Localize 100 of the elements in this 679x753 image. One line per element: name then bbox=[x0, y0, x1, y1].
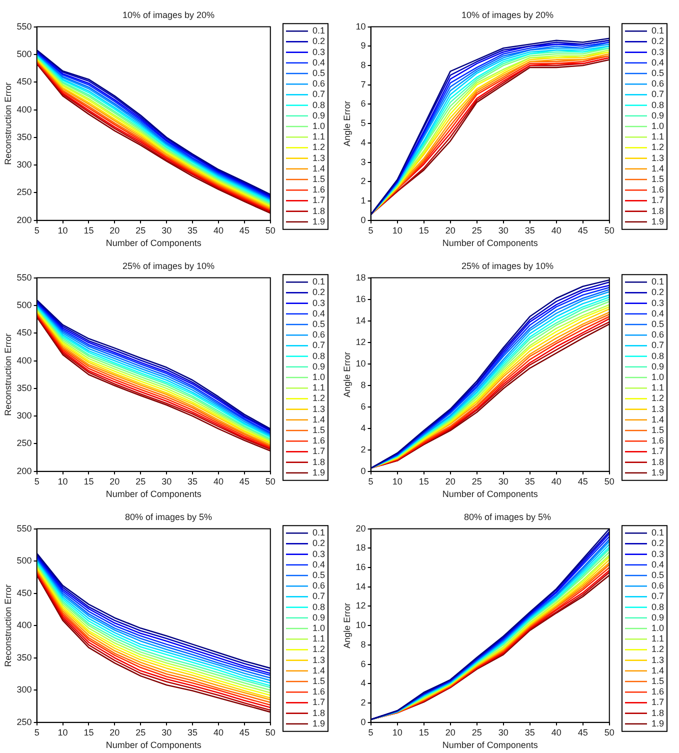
x-tick-label: 25 bbox=[472, 476, 482, 486]
x-tick-label: 50 bbox=[265, 225, 276, 236]
legend-label: 0.5 bbox=[651, 570, 664, 580]
y-tick-label: 3 bbox=[360, 156, 366, 167]
x-axis-title: Number of Components bbox=[106, 238, 202, 248]
legend-label: 1.1 bbox=[651, 634, 664, 644]
y-tick-label: 10 bbox=[356, 21, 366, 32]
y-tick-label: 8 bbox=[360, 60, 366, 70]
y-axis-title: Reconstruction Error bbox=[2, 333, 13, 416]
legend-label: 0.9 bbox=[312, 110, 326, 120]
legend-label: 0.5 bbox=[651, 318, 664, 329]
legend-label: 1.0 bbox=[312, 622, 326, 633]
x-tick-label: 40 bbox=[213, 225, 224, 236]
legend-label: 1.7 bbox=[651, 697, 664, 708]
legend-label: 1.3 bbox=[651, 404, 664, 414]
y-tick-label: 12 bbox=[356, 600, 366, 611]
y-tick-label: 2 bbox=[360, 176, 366, 186]
y-tick-label: 200 bbox=[16, 214, 32, 225]
x-tick-label: 45 bbox=[239, 225, 250, 236]
legend-label: 1.0 bbox=[651, 120, 664, 131]
x-axis-title: Number of Components bbox=[442, 238, 538, 248]
y-tick-label: 14 bbox=[356, 581, 366, 592]
y-tick-label: 16 bbox=[356, 294, 366, 304]
legend-label: 1.0 bbox=[312, 120, 326, 131]
legend-label: 1.8 bbox=[312, 708, 326, 718]
legend-label: 1.9 bbox=[312, 467, 326, 478]
legend-label: 1.4 bbox=[651, 414, 664, 424]
x-tick-label: 35 bbox=[524, 225, 535, 236]
y-tick-label: 500 bbox=[16, 48, 32, 59]
legend-label: 0.4 bbox=[651, 559, 664, 570]
legend-label: 0.9 bbox=[651, 361, 664, 372]
y-tick-label: 14 bbox=[356, 315, 366, 326]
y-tick-label: 0 bbox=[360, 466, 366, 476]
legend-label: 0.8 bbox=[312, 602, 326, 612]
legend-label: 0.7 bbox=[651, 340, 664, 350]
y-axis-title: Reconstruction Error bbox=[2, 82, 13, 165]
legend-label: 1.6 bbox=[312, 184, 326, 195]
legend-label: 0.1 bbox=[312, 528, 326, 538]
y-tick-label: 550 bbox=[16, 523, 32, 534]
y-tick-label: 2 bbox=[360, 444, 366, 454]
x-tick-label: 50 bbox=[604, 225, 614, 236]
y-tick-label: 6 bbox=[360, 98, 366, 109]
y-tick-label: 8 bbox=[360, 380, 366, 390]
legend-label: 1.1 bbox=[651, 132, 664, 142]
x-tick-label: 45 bbox=[239, 727, 250, 738]
legend-label: 1.1 bbox=[312, 382, 326, 393]
legend-label: 0.7 bbox=[312, 340, 326, 350]
legend-label: 1.6 bbox=[312, 686, 326, 697]
chart-title: 25% of images by 10% bbox=[122, 260, 215, 271]
x-tick-label: 5 bbox=[368, 476, 374, 486]
legend-label: 0.3 bbox=[312, 46, 326, 57]
x-tick-label: 10 bbox=[58, 476, 68, 486]
chart-title: 25% of images by 10% bbox=[461, 260, 554, 271]
x-tick-label: 5 bbox=[34, 476, 40, 486]
y-tick-label: 0 bbox=[360, 214, 366, 225]
legend-label: 1.5 bbox=[312, 424, 326, 435]
legend-label: 0.1 bbox=[312, 26, 326, 36]
x-tick-label: 15 bbox=[84, 225, 94, 236]
x-tick-label: 20 bbox=[110, 476, 120, 486]
legend-label: 1.9 bbox=[312, 216, 326, 226]
x-tick-label: 45 bbox=[239, 476, 250, 486]
legend-label: 1.8 bbox=[312, 206, 326, 216]
y-tick-label: 400 bbox=[16, 355, 32, 366]
legend-label: 1.3 bbox=[312, 152, 326, 163]
y-tick-label: 6 bbox=[360, 658, 366, 669]
legend-label: 1.6 bbox=[651, 436, 664, 446]
legend-label: 1.2 bbox=[651, 393, 664, 404]
legend-label: 0.4 bbox=[312, 559, 326, 570]
y-tick-label: 450 bbox=[16, 588, 32, 598]
legend-label: 1.4 bbox=[312, 665, 326, 676]
x-tick-label: 10 bbox=[392, 225, 402, 236]
x-tick-label: 20 bbox=[445, 476, 456, 486]
x-tick-label: 40 bbox=[551, 476, 562, 486]
x-tick-label: 10 bbox=[58, 225, 68, 236]
x-tick-label: 45 bbox=[578, 225, 588, 236]
x-tick-label: 35 bbox=[524, 476, 535, 486]
x-tick-label: 5 bbox=[368, 727, 374, 738]
y-tick-label: 7 bbox=[360, 79, 366, 90]
y-tick-label: 400 bbox=[16, 104, 32, 114]
legend-label: 0.2 bbox=[651, 287, 664, 298]
x-tick-label: 15 bbox=[418, 476, 429, 486]
y-tick-label: 10 bbox=[356, 620, 366, 630]
legend-label: 0.5 bbox=[651, 68, 664, 78]
legend-label: 1.3 bbox=[651, 654, 664, 665]
legend-label: 0.6 bbox=[651, 580, 664, 591]
legend-label: 1.0 bbox=[651, 622, 664, 633]
legend-label: 1.2 bbox=[312, 393, 326, 404]
legend-label: 0.7 bbox=[651, 89, 664, 100]
y-tick-label: 500 bbox=[16, 300, 32, 310]
legend-label: 0.2 bbox=[312, 36, 326, 46]
legend-label: 0.3 bbox=[651, 298, 664, 308]
legend-label: 1.4 bbox=[651, 665, 664, 676]
x-tick-label: 35 bbox=[188, 476, 198, 486]
y-tick-label: 250 bbox=[16, 187, 32, 198]
legend-label: 0.2 bbox=[651, 36, 664, 46]
legend-label: 0.4 bbox=[312, 57, 326, 68]
legend-label: 0.4 bbox=[312, 308, 326, 318]
x-tick-label: 30 bbox=[498, 476, 508, 486]
legend-label: 0.2 bbox=[312, 287, 326, 298]
legend-label: 1.6 bbox=[651, 686, 664, 697]
